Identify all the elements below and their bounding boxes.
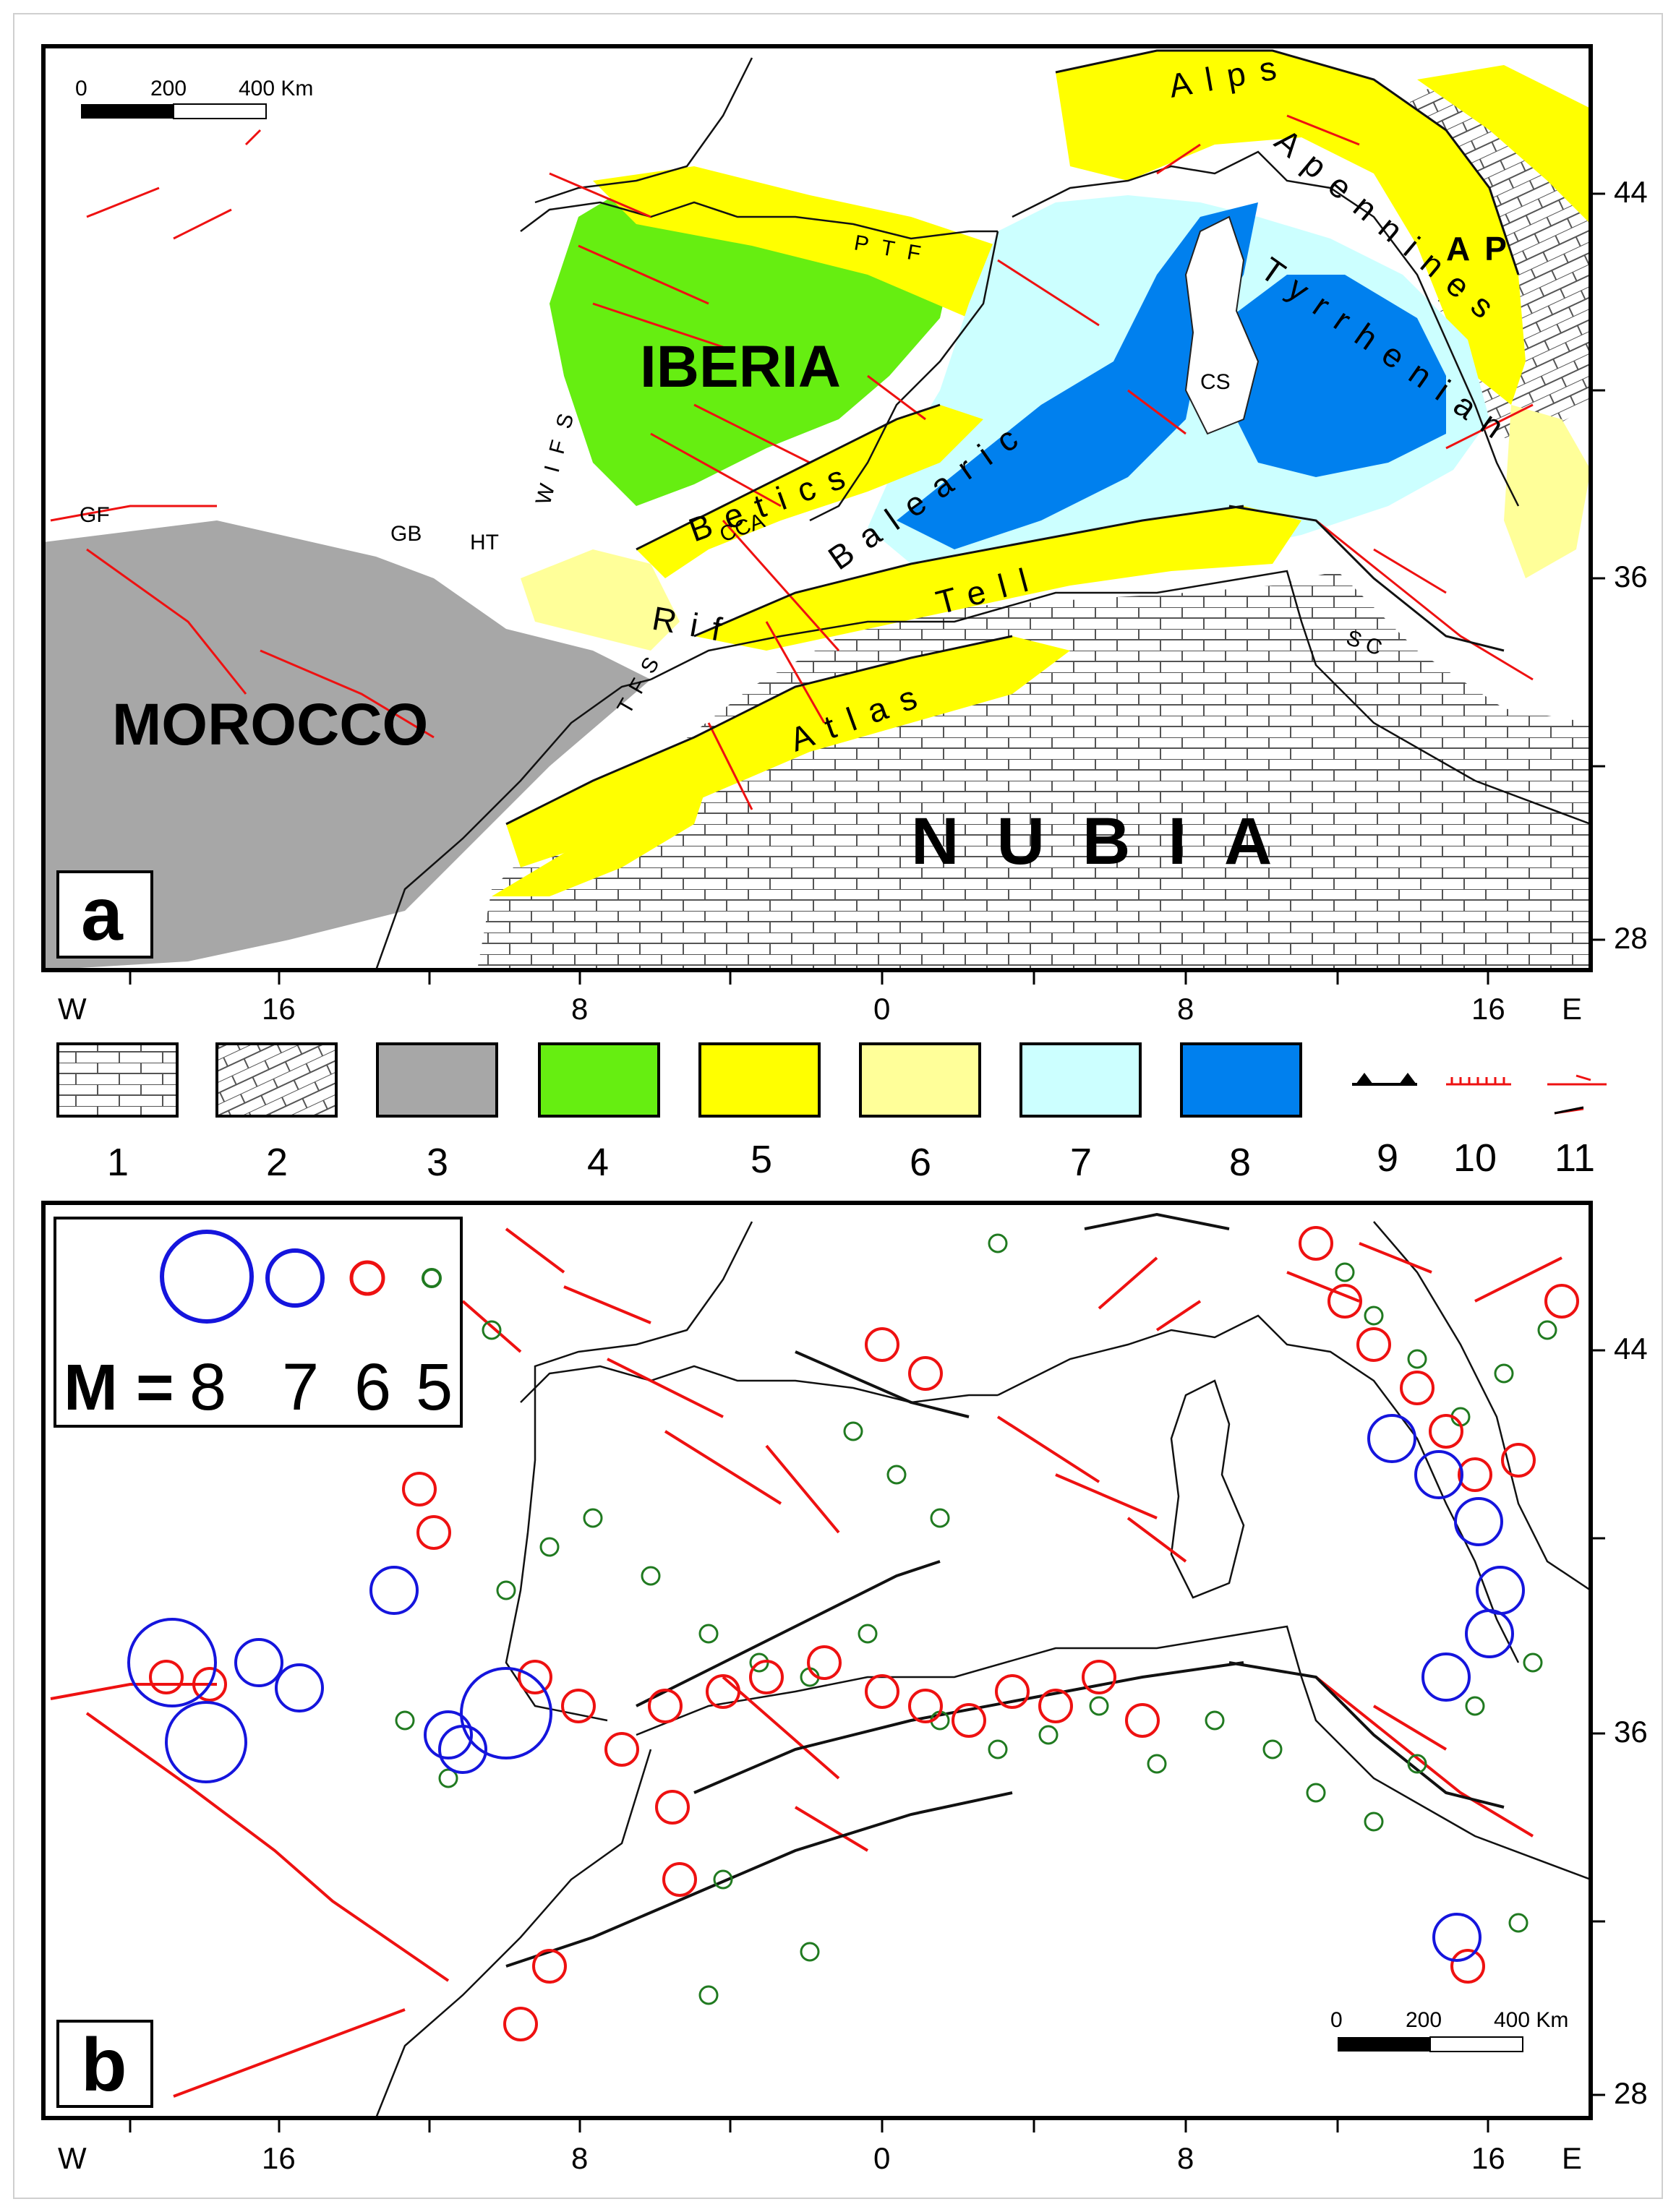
legend-swatch-8 (1180, 1042, 1302, 1118)
faults-a (50, 114, 1534, 810)
tyrrhenian-basin (1229, 275, 1446, 477)
legend-label-2: 2 (266, 1141, 288, 1184)
rif-light (521, 549, 680, 651)
panel-a-map (41, 44, 1593, 972)
legend-swatch-4 (538, 1042, 660, 1118)
lon-b-w: W (58, 2141, 87, 2175)
legend-swatch-5 (698, 1042, 821, 1118)
lat-a-36: 36 (1614, 560, 1648, 593)
panel-a-letter-box (56, 870, 153, 959)
label-nubia: NUBIA (911, 805, 1309, 878)
panel-b-letter-box (56, 2020, 153, 2108)
magnitude-value-6: 6 (354, 1350, 391, 1424)
scale-a-t2: 400 Km (239, 77, 313, 100)
lon-a-e: E (1562, 992, 1582, 1026)
lat-a-44: 44 (1614, 175, 1648, 209)
magnitude-symbol-7 (265, 1248, 325, 1308)
lon-ticks-a (129, 970, 1489, 985)
panel-b-letter: b (81, 2023, 127, 2107)
tell-belt (694, 506, 1301, 651)
figure-frame (13, 13, 1663, 2199)
balearic-basin (897, 202, 1258, 549)
label-morocco: MOROCCO (112, 692, 428, 758)
betics-belt (636, 405, 983, 578)
legend-swatch-3 (376, 1042, 498, 1118)
morocco-region (43, 520, 651, 970)
legend-label-7: 7 (1070, 1141, 1092, 1184)
scale-b-t1: 200 (1406, 2008, 1442, 2032)
legend-label-8: 8 (1229, 1141, 1251, 1184)
legend-label-6: 6 (910, 1141, 931, 1184)
label-ap: AP (1446, 230, 1521, 267)
earthquake-m8 (127, 1618, 552, 1783)
magnitude-value-5: 5 (416, 1350, 453, 1424)
magnitude-value-7: 7 (282, 1350, 319, 1424)
legend-label-1: 1 (107, 1141, 129, 1184)
lon-a-0: 0 (873, 992, 890, 1026)
lat-a-28: 28 (1614, 921, 1648, 955)
coastline-a (520, 57, 999, 522)
scale-bar-b: 0 200 400 Km (1330, 2008, 1568, 2052)
legend-swatch-2 (215, 1042, 338, 1118)
panel-a-letter: a (81, 873, 124, 956)
earthquake-m6 (149, 1226, 1579, 2041)
label-iberia: IBERIA (640, 334, 841, 400)
lon-ticks-b (129, 2118, 1489, 2132)
lat-b-28: 28 (1614, 2076, 1648, 2110)
earthquake-m7 (234, 1414, 1525, 1962)
lon-a-w: W (58, 992, 87, 1026)
scale-bar-a: 0 200 400 Km (75, 77, 313, 119)
legend-label-9: 9 (1377, 1136, 1398, 1180)
magnitude-value-8: 8 (189, 1350, 226, 1424)
magnitude-legend: M = 8 7 6 5 (54, 1217, 463, 1428)
scale-b-t2: 400 Km (1494, 2008, 1568, 2032)
lon-b-16w: 16 (262, 2141, 296, 2175)
magnitude-symbol-5 (422, 1268, 442, 1288)
legend: 1 2 3 4 5 6 7 8 9 10 11 (56, 1042, 1607, 1184)
nubia-region (477, 571, 1591, 970)
thrust-fronts-a (505, 49, 1520, 826)
legend-swatch-9 (1352, 1073, 1417, 1086)
lon-a-16w: 16 (262, 992, 296, 1026)
legend-swatch-10 (1446, 1077, 1511, 1086)
label-gb: GB (390, 522, 422, 546)
lat-ticks-b (1591, 1349, 1605, 2096)
label-cs: CS (1200, 370, 1231, 394)
corsica-sardinia (1184, 215, 1260, 435)
legend-swatch-1 (56, 1042, 179, 1118)
atlas-belt (506, 636, 1070, 867)
scale-b-t0: 0 (1330, 2008, 1343, 2032)
label-ht: HT (470, 531, 499, 554)
legend-label-11: 11 (1555, 1136, 1595, 1180)
scale-a-t0: 0 (75, 77, 87, 100)
legend-label-5: 5 (751, 1138, 772, 1181)
lon-a-16e: 16 (1471, 992, 1505, 1026)
magnitude-symbol-6 (349, 1260, 385, 1296)
lon-b-8w: 8 (571, 2141, 588, 2175)
alps-apennines-belt (1056, 51, 1526, 405)
lon-a-8e: 8 (1177, 992, 1194, 1026)
legend-swatch-7 (1019, 1042, 1142, 1118)
legend-label-3: 3 (427, 1141, 448, 1184)
lat-ticks-a (1591, 192, 1605, 941)
legend-label-10: 10 (1453, 1136, 1497, 1180)
magnitude-symbol-8 (160, 1230, 254, 1324)
lat-b-44: 44 (1614, 1332, 1648, 1366)
lat-b-36: 36 (1614, 1715, 1648, 1749)
legend-label-4: 4 (587, 1141, 609, 1184)
label-gf: GF (80, 503, 110, 527)
lon-b-8e: 8 (1177, 2141, 1194, 2175)
thrust-fronts-b (505, 1212, 1505, 1968)
lon-b-16e: 16 (1471, 2141, 1505, 2175)
scale-a-t1: 200 (150, 77, 187, 100)
lon-b-e: E (1562, 2141, 1582, 2175)
faults-b (50, 1227, 1562, 2098)
magnitude-label: M = (64, 1352, 174, 1424)
lon-b-0: 0 (873, 2141, 890, 2175)
legend-swatch-11 (1547, 1074, 1607, 1115)
legend-swatch-6 (859, 1042, 981, 1118)
lon-a-8w: 8 (571, 992, 588, 1026)
